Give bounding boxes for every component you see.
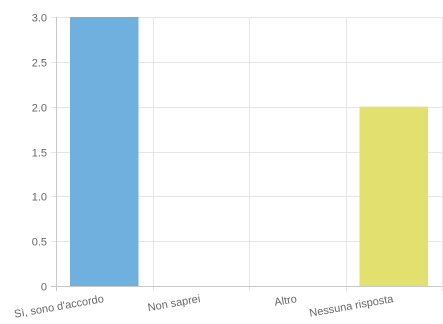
bar[interactable]	[70, 17, 139, 286]
y-tick-label: 2.5	[32, 58, 47, 70]
x-tick-label: Nessuna risposta	[308, 293, 395, 320]
x-tick-label: Altro	[273, 293, 297, 309]
y-tick-label: 3.0	[32, 13, 47, 25]
y-tick-label: 1.0	[32, 192, 47, 204]
bars	[70, 17, 429, 287]
y-tick-label: 0	[41, 282, 47, 294]
y-tick-label: 0.5	[32, 237, 47, 249]
y-tick-label: 1.5	[32, 148, 47, 160]
x-tick-label: Sì, sono d'accordo	[13, 293, 104, 321]
y-axis-tick-labels: 3.0 2.5 2.0 1.5 1.0 0.5 0	[32, 13, 47, 294]
bar[interactable]	[359, 106, 429, 287]
x-axis-tick-labels: Sì, sono d'accordo Non saprei Altro Nessuna…	[13, 293, 395, 321]
x-tick-label: Non saprei	[147, 293, 201, 314]
y-tick-label: 2.0	[32, 103, 47, 115]
